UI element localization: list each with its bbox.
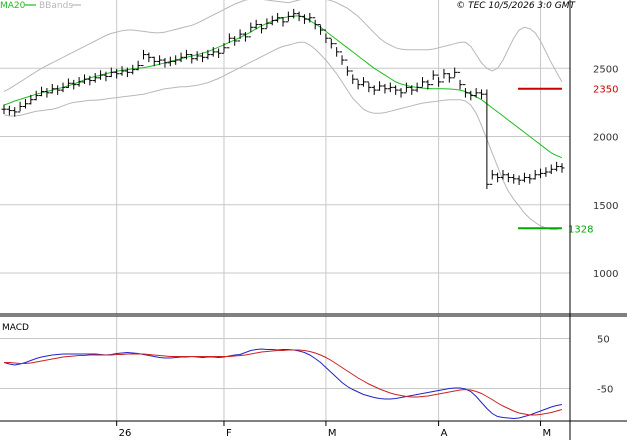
macd-tick-label: 50	[597, 335, 610, 346]
time-tick-label: M	[543, 428, 552, 439]
signal-line	[4, 349, 563, 416]
bbands-lower-line	[3, 41, 563, 230]
time-tick-label: A	[441, 428, 448, 439]
macd-line	[3, 348, 563, 420]
macd-tick-label: -50	[597, 385, 613, 396]
levels-layer: 2350 1328	[518, 85, 618, 235]
support-level-label: 1328	[568, 224, 593, 235]
macd-layer	[3, 348, 563, 420]
copyright-stamp: © TEC 10/5/2026 3:0 GMT	[456, 1, 576, 11]
time-tick-label: F	[226, 428, 232, 439]
macd-title: MACD	[2, 323, 29, 333]
price-tick-label: 1000	[593, 269, 618, 280]
time-tick-label: M	[328, 428, 337, 439]
price-tick-label: 2000	[593, 133, 618, 144]
resistance-level-label: 2350	[593, 85, 618, 96]
legend-ma20: MA20	[0, 1, 26, 11]
bbands-upper-line	[3, 0, 563, 92]
axis-labels-layer: 1000 1500 2000 2500 50 -50 26 F M A M	[116, 64, 618, 439]
grid	[0, 0, 570, 421]
time-tick-label: 26	[119, 428, 132, 439]
price-bars-layer	[1, 8, 565, 190]
price-tick-label: 2500	[593, 64, 618, 75]
price-tick-label: 1500	[593, 201, 618, 212]
legend-bbands: BBands	[39, 1, 73, 11]
bbands-layer	[3, 0, 563, 230]
legend: MA20 BBands © TEC 10/5/2026 3:0 GMT	[0, 1, 577, 11]
